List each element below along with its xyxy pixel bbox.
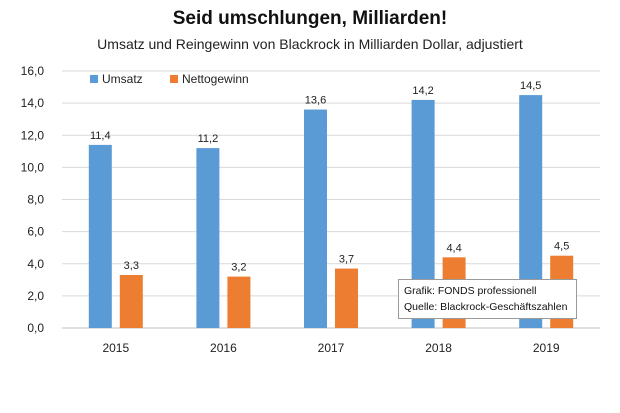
data-label: 4,4 (446, 242, 461, 254)
x-tick-label: 2019 (533, 341, 560, 355)
x-tick-label: 2018 (425, 341, 452, 355)
chart-subtitle: Umsatz und Reingewinn von Blackrock in M… (97, 36, 523, 52)
data-label: 13,6 (305, 95, 326, 107)
data-label: 14,2 (412, 85, 433, 97)
data-labels: 11,4 3,3 11,2 3,2 13,6 3,7 14,2 4,4 14,5 4,5 (90, 80, 569, 274)
legend-swatch-umsatz (90, 75, 98, 83)
bar-nettogewinn-2017 (335, 268, 358, 328)
y-tick-label: 12,0 (21, 128, 45, 142)
y-tick-label: 14,0 (21, 96, 45, 110)
bar-umsatz-2016 (196, 148, 220, 328)
y-tick-label: 8,0 (27, 193, 44, 207)
source-box: Grafik: FONDS professionell Quelle: Blac… (398, 279, 577, 319)
x-tick-label: 2017 (318, 341, 345, 355)
chart-title: Seid umschlungen, Milliarden! (172, 8, 448, 29)
bar-umsatz-2018 (411, 99, 435, 328)
credit-text: Grafik: FONDS professionell (404, 285, 537, 297)
data-label: 3,7 (339, 254, 354, 266)
x-axis-ticks: 2015 2016 2017 2018 2019 (102, 341, 559, 355)
data-label: 14,5 (520, 80, 541, 92)
y-tick-label: 4,0 (27, 257, 44, 271)
bar-umsatz-2019 (519, 95, 543, 328)
y-tick-label: 6,0 (27, 225, 44, 239)
y-tick-label: 16,0 (21, 64, 45, 78)
y-tick-label: 2,0 (27, 289, 44, 303)
source-text: Quelle: Blackrock-Geschäftszahlen (404, 301, 568, 313)
bar-umsatz-2017 (304, 109, 327, 328)
bar-umsatz-2015 (88, 144, 112, 328)
x-tick-label: 2015 (102, 341, 129, 355)
y-tick-label: 0,0 (27, 321, 44, 335)
y-axis-ticks: 0,0 2,0 4,0 6,0 8,0 10,0 12,0 14,0 16,0 (21, 64, 45, 335)
data-label: 11,4 (90, 130, 111, 142)
legend: Umsatz Nettogewinn (90, 72, 249, 86)
data-label: 3,3 (124, 260, 139, 272)
y-tick-label: 10,0 (21, 160, 45, 174)
legend-label: Umsatz (102, 72, 143, 86)
data-label: 11,2 (198, 133, 219, 145)
legend-swatch-nettogewinn (170, 75, 178, 83)
data-label: 3,2 (231, 262, 246, 274)
bar-nettogewinn-2015 (119, 274, 143, 328)
data-label: 4,5 (554, 241, 569, 253)
x-tick-label: 2016 (210, 341, 237, 355)
bar-nettogewinn-2016 (227, 276, 251, 328)
legend-label: Nettogewinn (182, 72, 249, 86)
